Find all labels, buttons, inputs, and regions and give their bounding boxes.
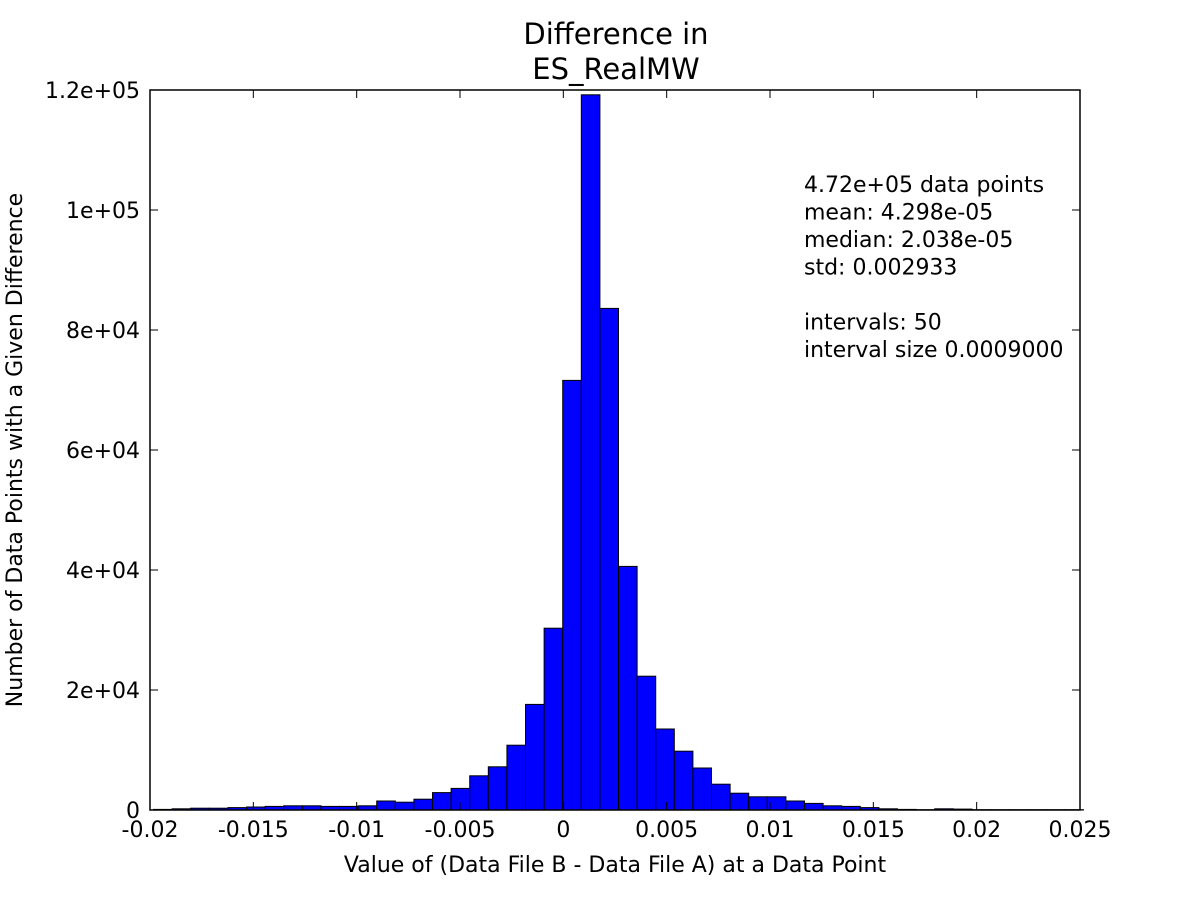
histogram-bar: [525, 703, 545, 811]
stats-annotation-line: std: 0.002933: [804, 256, 957, 281]
y-tick-label: 8e+04: [66, 319, 140, 344]
x-tick-label: 0: [556, 818, 570, 843]
y-tick-label: 2e+04: [66, 679, 140, 704]
histogram-bar: [580, 94, 601, 811]
histogram-bar: [748, 796, 768, 811]
histogram-bar: [636, 675, 657, 811]
histogram-bar: [487, 766, 508, 811]
bars-group: [153, 94, 1085, 811]
histogram-bar: [785, 800, 806, 811]
y-axis-label: Number of Data Points with a Given Diffe…: [3, 193, 28, 707]
stats-annotation-line: mean: 4.298e-05: [804, 201, 993, 226]
stats-annotation: 4.72e+05 data points mean: 4.298e-05media…: [804, 173, 1064, 363]
stats-annotation-line: 4.72e+05 data points: [804, 173, 1044, 198]
ticks-group: -0.02 -0.015 -0.01 -0.005 0 0.005 0.01 0.015 0.0…: [45, 79, 1111, 843]
plot-frame: [149, 89, 1081, 811]
histogram-bar: [506, 744, 527, 811]
stats-annotation-line: interval size 0.0009000: [804, 338, 1064, 363]
x-tick-label: 0.025: [1049, 818, 1112, 843]
y-tick-label: 6e+04: [66, 439, 140, 464]
y-tick-label: 0: [126, 799, 140, 824]
histogram-bar: [804, 802, 824, 811]
x-tick-label: 0.015: [842, 818, 905, 843]
x-tick-label: 0.005: [635, 818, 698, 843]
x-tick-label: -0.02: [122, 818, 179, 843]
x-tick-label: 0.01: [746, 818, 795, 843]
histogram-bar: [469, 775, 489, 811]
histogram-bar: [729, 792, 750, 811]
x-tick-label: 0.02: [952, 818, 1001, 843]
histogram-bar: [692, 767, 713, 811]
histogram-bar: [599, 307, 620, 811]
histogram-bar: [413, 798, 434, 811]
histogram-bar: [655, 728, 675, 811]
chart-title-line-1: Difference in: [523, 17, 708, 51]
histogram-bar: [432, 792, 452, 811]
y-tick-label: 1e+05: [66, 199, 140, 224]
x-tick-label: -0.01: [328, 818, 385, 843]
histogram-bar: [618, 565, 638, 811]
histogram-bar: [543, 627, 564, 811]
histogram-bar: [562, 379, 582, 811]
histogram-bar: [711, 783, 731, 811]
histogram-bar: [394, 801, 415, 811]
histogram-bar: [673, 750, 694, 811]
x-tick-label: -0.015: [218, 818, 289, 843]
stats-annotation-line: median: 2.038e-05: [804, 228, 1013, 253]
x-axis-label: Value of (Data File B - Data File A) at …: [344, 853, 887, 878]
stats-annotation-line: intervals: 50: [804, 311, 942, 336]
histogram-bar: [376, 800, 396, 811]
y-tick-label: 1.2e+05: [45, 79, 140, 104]
chart-title-line-2: ES_RealMW: [532, 52, 699, 86]
y-tick-label: 4e+04: [66, 559, 140, 584]
x-tick-label: -0.005: [425, 818, 496, 843]
